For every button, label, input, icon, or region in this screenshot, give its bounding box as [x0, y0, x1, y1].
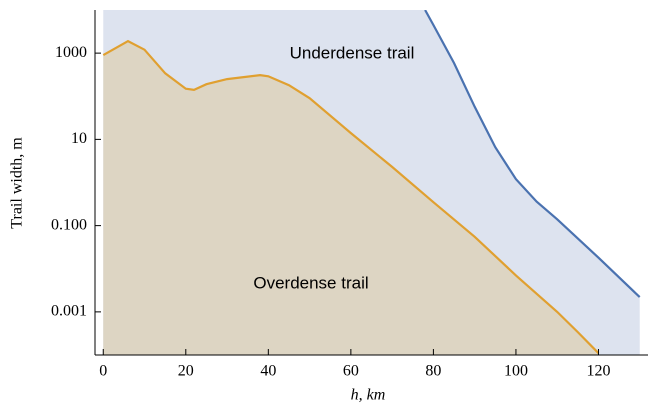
area-fill — [103, 41, 599, 355]
y-tick-label: 0.001 — [51, 303, 87, 320]
x-axis-label: h, km — [351, 387, 386, 404]
y-tick-label: 10 — [71, 130, 87, 147]
y-tick-label: 0.100 — [51, 216, 87, 233]
annotation: Overdense trail — [253, 273, 368, 292]
y-axis-label: Trail width, m — [9, 137, 26, 229]
x-tick-label: 0 — [99, 363, 107, 380]
x-tick-label: 40 — [260, 363, 276, 380]
x-tick-label: 120 — [586, 363, 610, 380]
series-line — [102, 39, 600, 354]
x-tick-label: 80 — [425, 363, 441, 380]
x-tick-label: 20 — [178, 363, 194, 380]
plot-area — [102, 10, 641, 355]
series-line — [424, 10, 641, 298]
x-tick-label: 100 — [504, 363, 528, 380]
x-tick-label: 60 — [343, 363, 359, 380]
y-tick-label: 1000 — [55, 44, 87, 61]
annotation: Underdense trail — [290, 43, 415, 62]
